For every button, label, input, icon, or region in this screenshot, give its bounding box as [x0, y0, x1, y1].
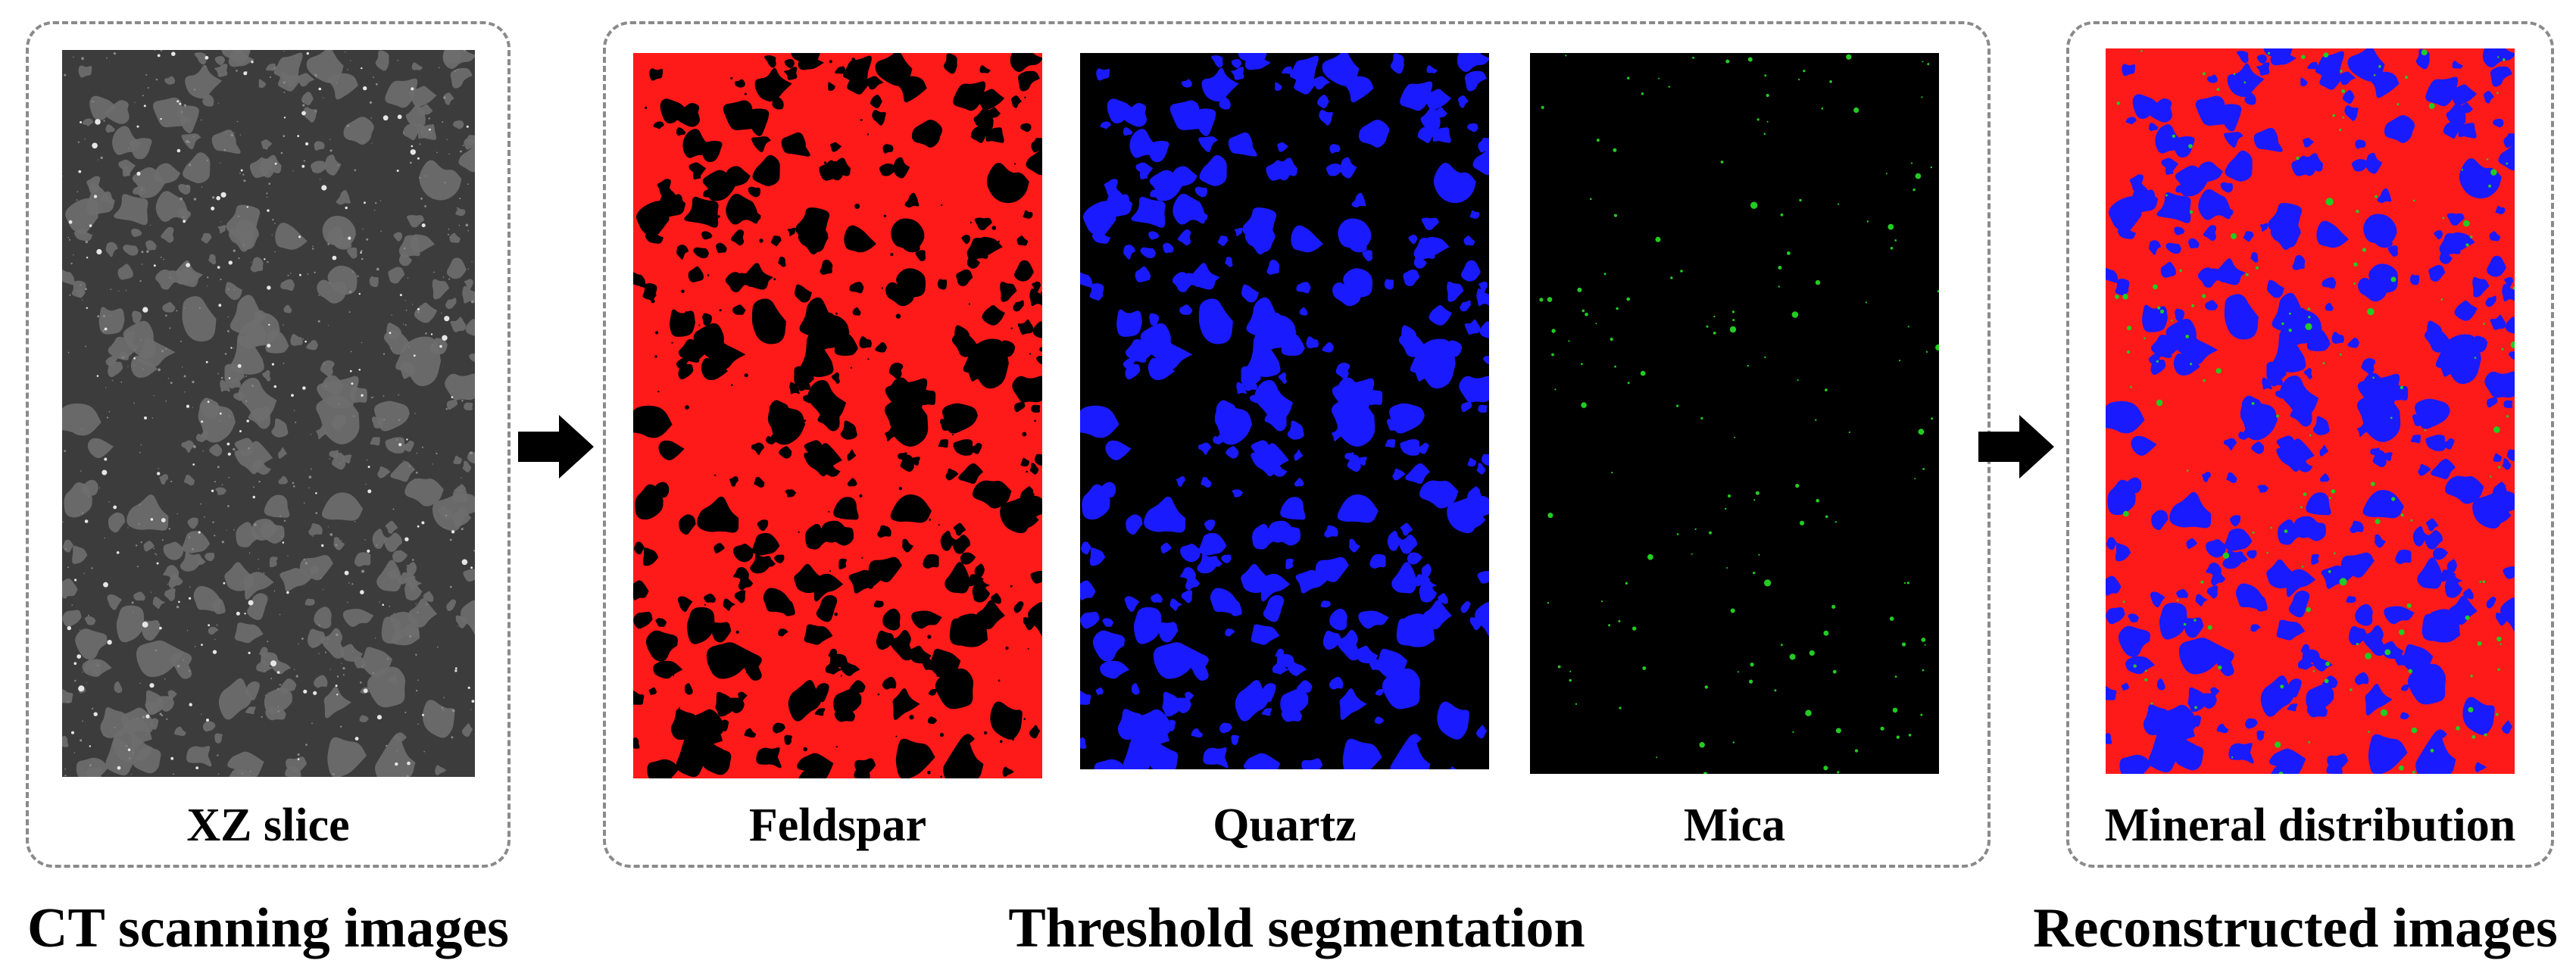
feldspar-segmentation-image [633, 53, 1042, 778]
recon-group-box [2066, 21, 2554, 868]
quartz-segmentation-image [1080, 53, 1489, 769]
ct-group-box [26, 21, 511, 868]
threshold-group-caption: Threshold segmentation [1008, 897, 1585, 959]
mica-segmentation-image [1530, 53, 1939, 774]
xz-slice-image [62, 50, 475, 777]
xz-slice-label: XZ slice [186, 800, 350, 851]
right-arrow-icon [518, 415, 594, 479]
feldspar-label: Feldspar [748, 800, 927, 851]
right-arrow-icon [1978, 415, 2054, 479]
mineral-distribution-image [2106, 48, 2515, 774]
ct-group-caption: CT scanning images [27, 897, 509, 959]
recon-group-caption: Reconstructed images [2033, 897, 2558, 959]
quartz-label: Quartz [1213, 800, 1357, 851]
mineral-distribution-label: Mineral distribution [2104, 800, 2516, 851]
mica-label: Mica [1683, 800, 1786, 851]
